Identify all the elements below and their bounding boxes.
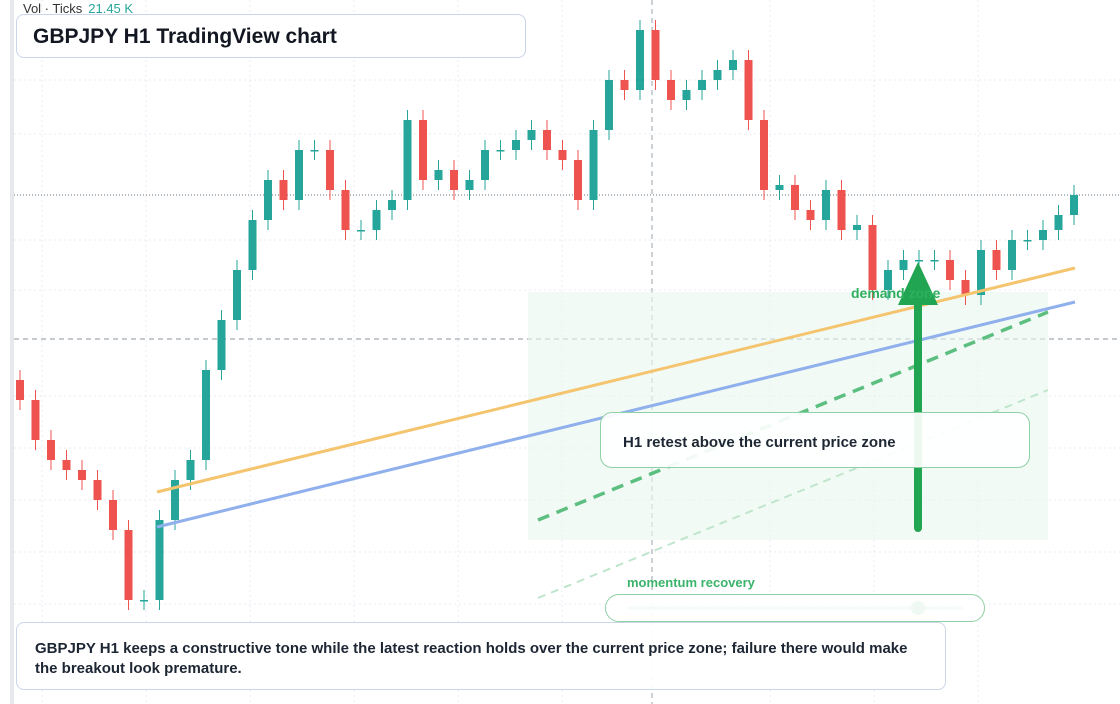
candle-body xyxy=(791,185,799,210)
candle-body xyxy=(620,80,629,90)
candle-body xyxy=(651,30,660,80)
note: H1 retest above the current price zone xyxy=(600,412,1030,468)
candle-body xyxy=(760,120,768,190)
candle-body xyxy=(930,260,939,262)
dashed-projection xyxy=(537,389,1049,599)
candle-body xyxy=(140,600,148,602)
candle-body xyxy=(171,480,179,520)
arrow-head xyxy=(898,262,938,305)
candle-body xyxy=(605,80,613,130)
candle-body xyxy=(109,500,117,530)
candle-body xyxy=(372,210,381,230)
candle-body xyxy=(1023,240,1032,242)
candle-body xyxy=(961,280,970,295)
candle-body xyxy=(992,250,1001,270)
candle-body xyxy=(434,170,443,180)
vol-value: 21.45 K xyxy=(88,1,134,16)
candle-body xyxy=(744,60,753,120)
candle-body xyxy=(16,380,24,400)
candle-body xyxy=(1039,230,1047,240)
candle-body xyxy=(31,400,40,440)
candle-body xyxy=(481,150,489,180)
slider-label: momentum recovery xyxy=(627,575,755,590)
candle-body xyxy=(202,370,210,460)
candle-body xyxy=(589,130,598,200)
candle-body xyxy=(775,185,784,190)
candle-body xyxy=(527,130,536,140)
candle-body xyxy=(310,150,319,152)
candle-body xyxy=(946,260,954,280)
candle-body xyxy=(496,150,505,152)
candle-body xyxy=(698,80,706,90)
candle-body xyxy=(1054,215,1063,230)
candle-body xyxy=(543,130,551,150)
candle-body xyxy=(682,90,691,100)
caption: GBPJPY H1 keeps a constructive tone whil… xyxy=(16,622,946,690)
candle-body xyxy=(341,190,350,230)
candle-body xyxy=(62,460,71,470)
candle-body xyxy=(295,150,303,200)
candle-body xyxy=(155,520,164,600)
candle-body xyxy=(419,120,427,180)
candle-body xyxy=(47,440,55,460)
zone-label: demand zone xyxy=(851,285,941,301)
candle-body xyxy=(977,250,985,295)
vol-label: Vol · Ticks xyxy=(23,1,83,16)
candle-body xyxy=(1070,195,1078,215)
candle-body xyxy=(899,260,908,270)
candle-body xyxy=(233,270,241,320)
candle-body xyxy=(403,120,412,200)
candle-body xyxy=(822,190,830,220)
candle-body xyxy=(78,470,86,480)
candle-body xyxy=(124,530,133,600)
candle-body xyxy=(667,80,675,100)
candle-body xyxy=(326,150,334,190)
candle-body xyxy=(853,225,861,230)
candle-body xyxy=(636,30,644,90)
candle-body xyxy=(388,200,396,210)
candle-body xyxy=(884,270,892,290)
candle-body xyxy=(357,230,365,232)
candle-body xyxy=(1008,240,1016,270)
candle-body xyxy=(450,170,458,190)
candle-body xyxy=(465,180,474,190)
candle-body xyxy=(279,180,288,200)
candle-body xyxy=(574,160,582,200)
candle-body xyxy=(729,60,737,70)
volume-label: Vol · Ticks 21.45 K xyxy=(23,1,133,16)
candle-body xyxy=(558,150,567,160)
slider[interactable] xyxy=(605,594,985,622)
side-rail xyxy=(10,0,14,704)
candle-body xyxy=(186,460,195,480)
candle-body xyxy=(93,480,102,500)
candles xyxy=(16,20,1078,610)
candle-body xyxy=(248,220,257,270)
candle-body xyxy=(264,180,272,220)
candle-body xyxy=(217,320,226,370)
candle-body xyxy=(806,210,815,220)
title: GBPJPY H1 TradingView chart xyxy=(16,14,526,58)
candle-body xyxy=(915,260,923,262)
candle-body xyxy=(868,225,877,290)
dashed-projection xyxy=(537,310,1049,522)
candle-body xyxy=(837,190,846,230)
candle-body xyxy=(512,140,520,150)
candle-body xyxy=(713,70,722,80)
